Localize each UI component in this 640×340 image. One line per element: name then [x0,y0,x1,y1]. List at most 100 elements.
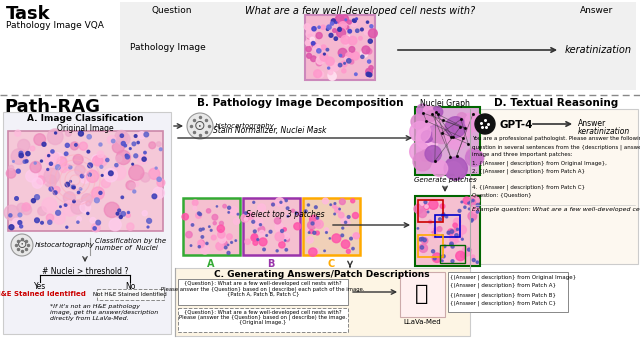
Circle shape [364,30,370,35]
Circle shape [459,238,462,241]
Circle shape [68,166,72,169]
Circle shape [457,113,467,123]
Circle shape [365,68,372,75]
Circle shape [80,173,90,183]
Circle shape [53,186,60,193]
Circle shape [411,114,426,129]
Circle shape [87,135,92,139]
Circle shape [462,247,472,256]
Circle shape [109,219,121,231]
Circle shape [367,60,371,63]
Circle shape [314,206,317,208]
Circle shape [353,233,358,239]
Circle shape [87,150,90,153]
Text: ...: ... [472,176,477,181]
Circle shape [422,238,428,244]
Circle shape [49,153,65,168]
Circle shape [450,235,458,244]
Circle shape [235,240,237,241]
Circle shape [440,204,445,208]
Circle shape [95,198,99,203]
Circle shape [211,230,212,231]
Circle shape [149,142,156,149]
Circle shape [458,209,461,212]
Circle shape [115,164,118,167]
Circle shape [468,248,470,251]
Circle shape [326,57,334,66]
Text: {(Answer | description} from Patch C}: {(Answer | description} from Patch C} [450,301,556,306]
Text: Please answer the {Question} based on | describe) each patch of the image.: Please answer the {Question} based on | … [161,286,365,291]
Circle shape [442,213,445,215]
Circle shape [445,117,466,137]
Text: Pathology Image: Pathology Image [130,44,205,52]
Circle shape [334,37,337,40]
Circle shape [314,70,321,78]
Circle shape [352,248,354,250]
Circle shape [341,234,344,237]
Circle shape [424,204,429,209]
Circle shape [347,59,351,63]
Circle shape [263,248,266,251]
Circle shape [458,225,467,234]
Circle shape [310,37,314,41]
Circle shape [73,154,83,165]
Circle shape [225,246,227,249]
Circle shape [445,162,461,178]
Circle shape [453,223,458,227]
Circle shape [79,188,82,190]
Circle shape [18,139,30,152]
Circle shape [96,220,100,225]
Circle shape [125,155,129,159]
Circle shape [329,238,330,239]
Circle shape [465,113,483,131]
Circle shape [358,36,362,40]
Text: D. Textual Reasoning: D. Textual Reasoning [494,98,618,108]
Circle shape [88,163,93,168]
Circle shape [348,216,350,218]
Circle shape [38,207,47,216]
Circle shape [353,19,356,22]
Circle shape [86,201,91,206]
Circle shape [87,212,89,215]
Circle shape [134,154,138,158]
Circle shape [93,227,96,230]
Text: Question: {Question}: Question: {Question} [472,192,532,197]
Circle shape [141,173,150,182]
Circle shape [216,242,224,250]
Circle shape [316,56,324,64]
Circle shape [472,258,476,261]
Circle shape [156,142,161,147]
Circle shape [4,205,19,220]
Circle shape [469,151,484,165]
Circle shape [108,136,116,144]
Circle shape [73,200,76,203]
Circle shape [429,220,432,223]
Circle shape [77,191,80,194]
Circle shape [42,142,46,146]
Circle shape [92,187,104,200]
Circle shape [339,199,345,205]
Circle shape [419,244,428,252]
Circle shape [189,222,194,226]
Circle shape [332,19,335,23]
Circle shape [201,236,204,238]
Circle shape [287,216,289,217]
Circle shape [63,192,76,204]
Circle shape [206,242,208,244]
Circle shape [191,224,194,226]
Circle shape [451,243,452,245]
Bar [183,198,240,255]
Circle shape [12,218,20,226]
Circle shape [360,50,368,57]
Circle shape [280,230,284,233]
Circle shape [324,250,325,252]
Circle shape [328,67,330,69]
Text: Select top 3 patches: Select top 3 patches [246,210,324,219]
Circle shape [340,15,349,23]
Circle shape [329,33,333,37]
Circle shape [129,183,135,189]
Circle shape [134,182,139,186]
Circle shape [442,235,444,236]
Circle shape [308,221,316,230]
Circle shape [444,133,456,144]
